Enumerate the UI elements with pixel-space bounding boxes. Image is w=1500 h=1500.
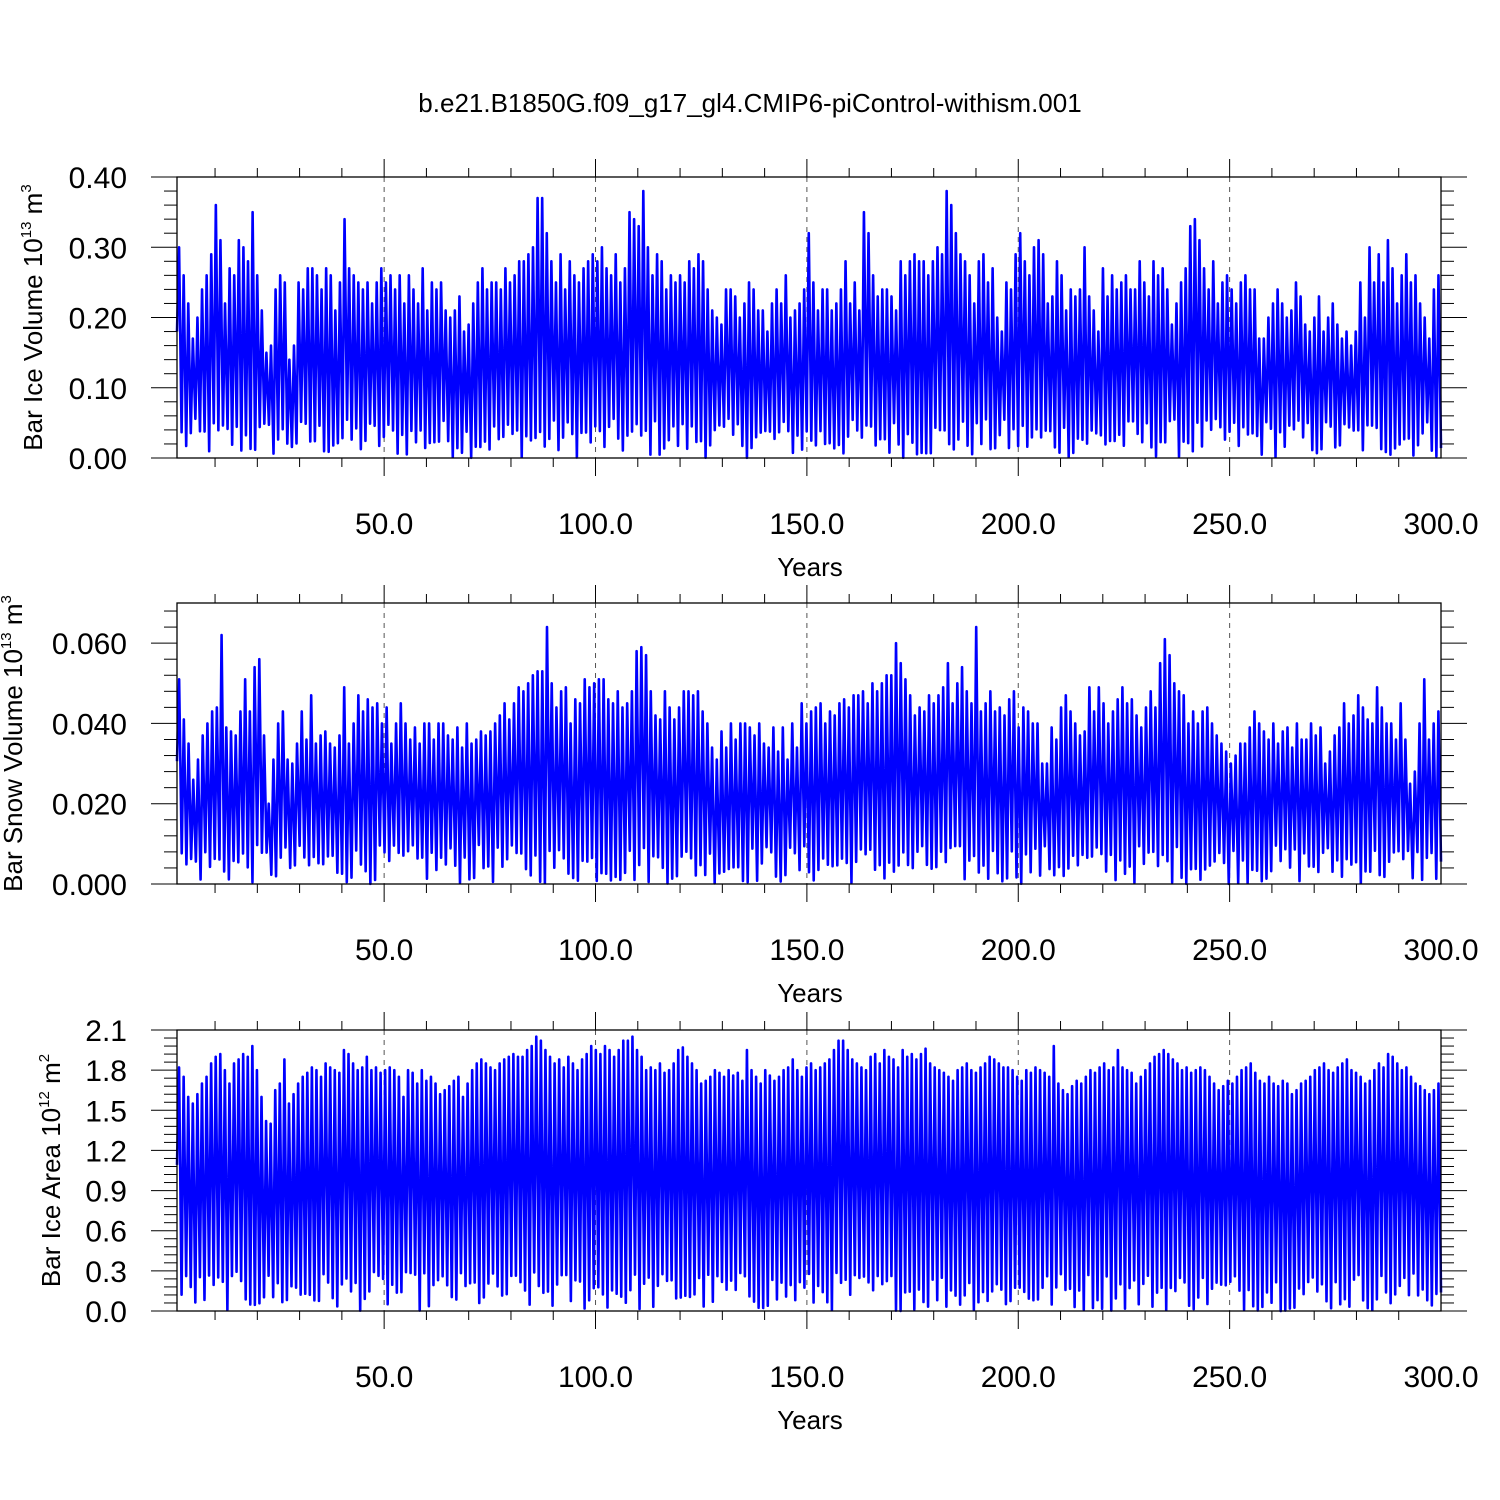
chart-title: b.e21.B1850G.f09_g17_gl4.CMIP6-piControl… [418,88,1081,118]
y-tick-label: 0.3 [85,1256,127,1289]
x-tick-label: 150.0 [769,1361,844,1394]
y-tick-label: 0.30 [69,232,127,265]
y-axis-title-unit: m [36,1062,66,1091]
x-tick-label: 200.0 [981,508,1056,541]
x-tick-label: 100.0 [558,934,633,967]
y-axis-title-exponent: 13 [0,632,15,649]
x-tick-label: 300.0 [1403,1361,1478,1394]
y-axis-title: Bar Ice Volume 1013 m3 [18,184,48,450]
y-axis-title: Bar Snow Volume 1013 m3 [0,595,28,892]
x-tick-label: 200.0 [981,934,1056,967]
plot-frame [176,1029,1442,1312]
x-axis-title: Years [777,1405,843,1435]
x-tick-label: 150.0 [769,508,844,541]
x-tick-label: 50.0 [355,1361,413,1394]
y-axis-title-unit-exponent: 3 [0,595,15,603]
panel-2: 0.000 0.020 0.040 0.060 50.0 100.0 150.0 200.0 2… [0,585,1479,1008]
series-line [175,1035,1443,1313]
y-axis-title-unit-exponent: 3 [18,184,35,192]
y-axis-title: Bar Ice Area 1012 m2 [36,1054,66,1287]
x-tick-label: 50.0 [355,934,413,967]
x-tick-label: 50.0 [355,508,413,541]
y-tick-label: 0.40 [69,162,127,195]
y-tick-label: 0.060 [52,628,127,661]
x-tick-label: 300.0 [1403,508,1478,541]
x-tick-label: 250.0 [1192,934,1267,967]
x-tick-label: 150.0 [769,934,844,967]
x-tick-label: 250.0 [1192,508,1267,541]
y-tick-label: 0.000 [52,869,127,902]
y-axis-title-unit: m [0,603,28,632]
panel-3: 0.0 0.3 0.6 0.9 1.2 1.5 1.8 2.1 50.0 100.0 150.0 20… [36,1012,1479,1435]
y-axis-title-text: Bar Ice Volume 10 [18,238,48,450]
y-axis-title-unit-exponent: 2 [36,1054,53,1062]
y-tick-label: 0.6 [85,1216,127,1249]
x-axis-title: Years [777,978,843,1008]
x-tick-label: 100.0 [558,508,633,541]
y-tick-label: 0.0 [85,1296,127,1329]
x-tick-label: 250.0 [1192,1361,1267,1394]
y-axis-title-text: Bar Ice Area 10 [36,1108,66,1287]
y-axis-title-exponent: 12 [36,1091,53,1108]
y-tick-label: 0.040 [52,708,127,741]
y-tick-label: 1.5 [85,1095,127,1128]
y-tick-label: 1.8 [85,1055,127,1088]
x-tick-label: 300.0 [1403,934,1478,967]
y-tick-label: 0.020 [52,789,127,822]
x-axis-title: Years [777,552,843,582]
series-line [175,625,1443,886]
series-line [175,189,1443,460]
plot-frame [176,602,1442,885]
y-tick-label: 0.9 [85,1176,127,1209]
panel-1: 0.00 0.10 0.20 0.30 0.40 50.0 100.0 150.0 200.0 2… [18,159,1479,582]
y-tick-label: 2.1 [85,1015,127,1048]
x-tick-label: 200.0 [981,1361,1056,1394]
y-axis-title-exponent: 13 [18,222,35,239]
y-axis-title-text: Bar Snow Volume 10 [0,649,28,892]
x-tick-label: 100.0 [558,1361,633,1394]
y-tick-label: 1.2 [85,1135,127,1168]
panels: 0.00 0.10 0.20 0.30 0.40 50.0 100.0 150.0 200.0 2… [0,159,1479,1435]
y-tick-label: 0.10 [69,373,127,406]
y-axis-title-unit: m [18,193,48,222]
y-tick-label: 0.20 [69,303,127,336]
y-tick-label: 0.00 [69,443,127,476]
